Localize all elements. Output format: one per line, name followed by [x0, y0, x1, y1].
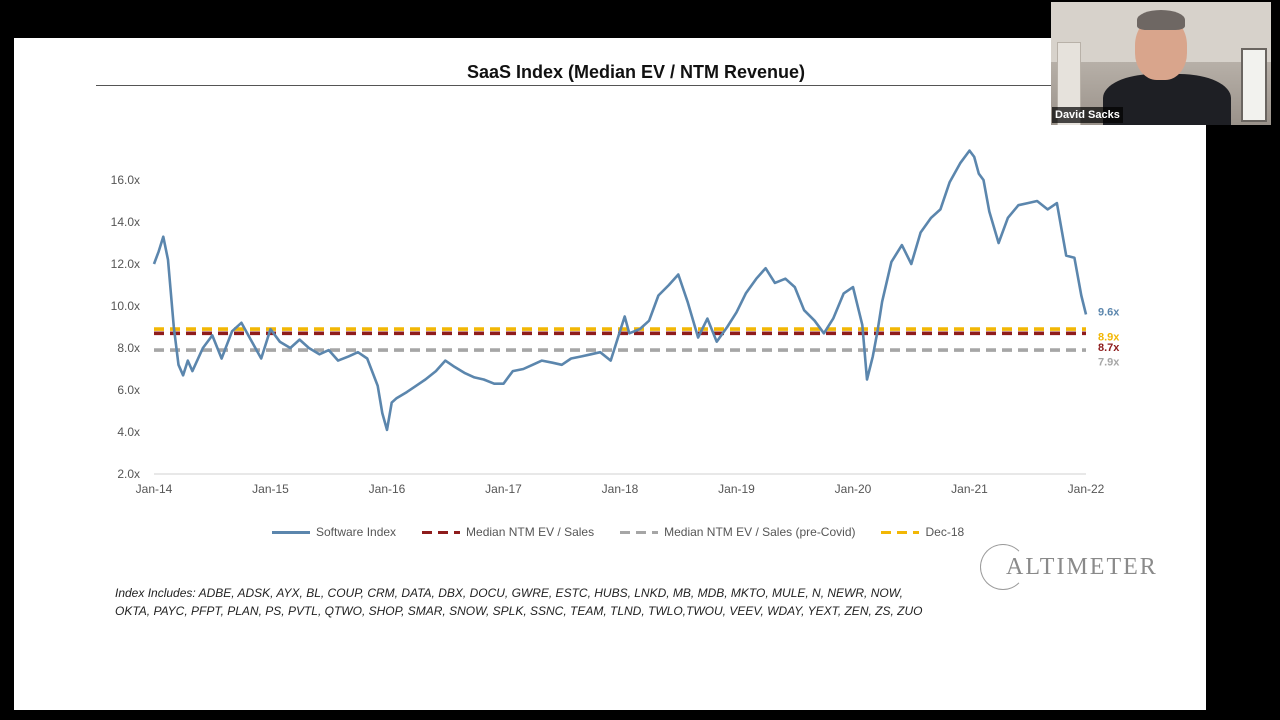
title-rule	[96, 85, 1176, 86]
presentation-slide: SaaS Index (Median EV / NTM Revenue) 2.0…	[14, 38, 1206, 710]
legend-label: Dec-18	[925, 525, 965, 539]
y-tick-label: 8.0x	[117, 341, 140, 355]
legend: Software Index Median NTM EV / Sales Med…	[272, 525, 964, 539]
legend-swatch	[272, 530, 310, 534]
participant-body	[1103, 74, 1231, 125]
participant-video-tile[interactable]: David Sacks	[1051, 2, 1271, 125]
x-tick-label: Jan-19	[718, 482, 755, 496]
y-tick-label: 12.0x	[111, 257, 140, 271]
x-tick-label: Jan-22	[1068, 482, 1105, 496]
end-value-label: 9.6x	[1098, 306, 1120, 318]
legend-label: Median NTM EV / Sales (pre-Covid)	[664, 525, 856, 539]
x-tick-label: Jan-14	[136, 482, 173, 496]
footnote-line: OKTA, PAYC, PFPT, PLAN, PS, PVTL, QTWO, …	[115, 604, 923, 618]
series-line-software-index	[152, 149, 1088, 432]
end-value-label: 7.9x	[1098, 357, 1120, 369]
y-tick-label: 16.0x	[111, 173, 140, 187]
y-tick-label: 4.0x	[117, 425, 140, 439]
y-axis: 2.0x 4.0x 6.0x 8.0x 10.0x 12.0x 14.0x 16.0x	[111, 173, 140, 481]
logo-text: ALTIMETER	[1006, 553, 1158, 580]
legend-item-pre-covid: Median NTM EV / Sales (pre-Covid)	[620, 525, 855, 539]
index-footnote: Index Includes: ADBE, ADSK, AYX, BL, COU…	[115, 584, 995, 620]
legend-item-software-index: Software Index	[272, 525, 396, 539]
legend-label: Median NTM EV / Sales	[466, 525, 595, 539]
x-axis: Jan-14 Jan-15 Jan-16 Jan-17 Jan-18 Jan-19 Jan-…	[136, 482, 1105, 496]
logo-ring-icon	[980, 544, 1026, 590]
end-value-label: 8.7x	[1098, 342, 1120, 354]
footnote-line: Index Includes: ADBE, ADSK, AYX, BL, COU…	[115, 586, 903, 600]
x-tick-label: Jan-18	[602, 482, 639, 496]
legend-item-dec-18: Dec-18	[881, 525, 964, 539]
legend-item-median-ntm: Median NTM EV / Sales	[422, 525, 594, 539]
x-tick-label: Jan-21	[951, 482, 988, 496]
participant-name-label: David Sacks	[1052, 107, 1123, 123]
x-tick-label: Jan-15	[252, 482, 289, 496]
chart-svg: 2.0x 4.0x 6.0x 8.0x 10.0x 12.0x 14.0x 16.0x Jan…	[111, 149, 1120, 496]
y-tick-label: 2.0x	[117, 467, 140, 481]
legend-label: Software Index	[316, 525, 397, 539]
end-labels: 9.6x 8.9x8.7x 7.9x	[1098, 306, 1120, 368]
series-group	[152, 149, 1088, 432]
y-tick-label: 10.0x	[111, 299, 140, 313]
y-tick-label: 6.0x	[117, 383, 140, 397]
legend-swatch	[881, 530, 920, 534]
participant-hair	[1137, 10, 1185, 30]
video-background-window	[1241, 48, 1267, 122]
end-value-label: 8.9x	[1098, 331, 1120, 343]
legend-swatch	[422, 530, 461, 534]
legend-swatch	[620, 530, 659, 534]
y-tick-label: 14.0x	[111, 215, 140, 229]
x-tick-label: Jan-17	[485, 482, 522, 496]
chart-title: SaaS Index (Median EV / NTM Revenue)	[466, 62, 806, 82]
x-tick-label: Jan-20	[835, 482, 872, 496]
altimeter-logo: ALTIMETER	[980, 544, 1158, 590]
x-tick-label: Jan-16	[369, 482, 406, 496]
